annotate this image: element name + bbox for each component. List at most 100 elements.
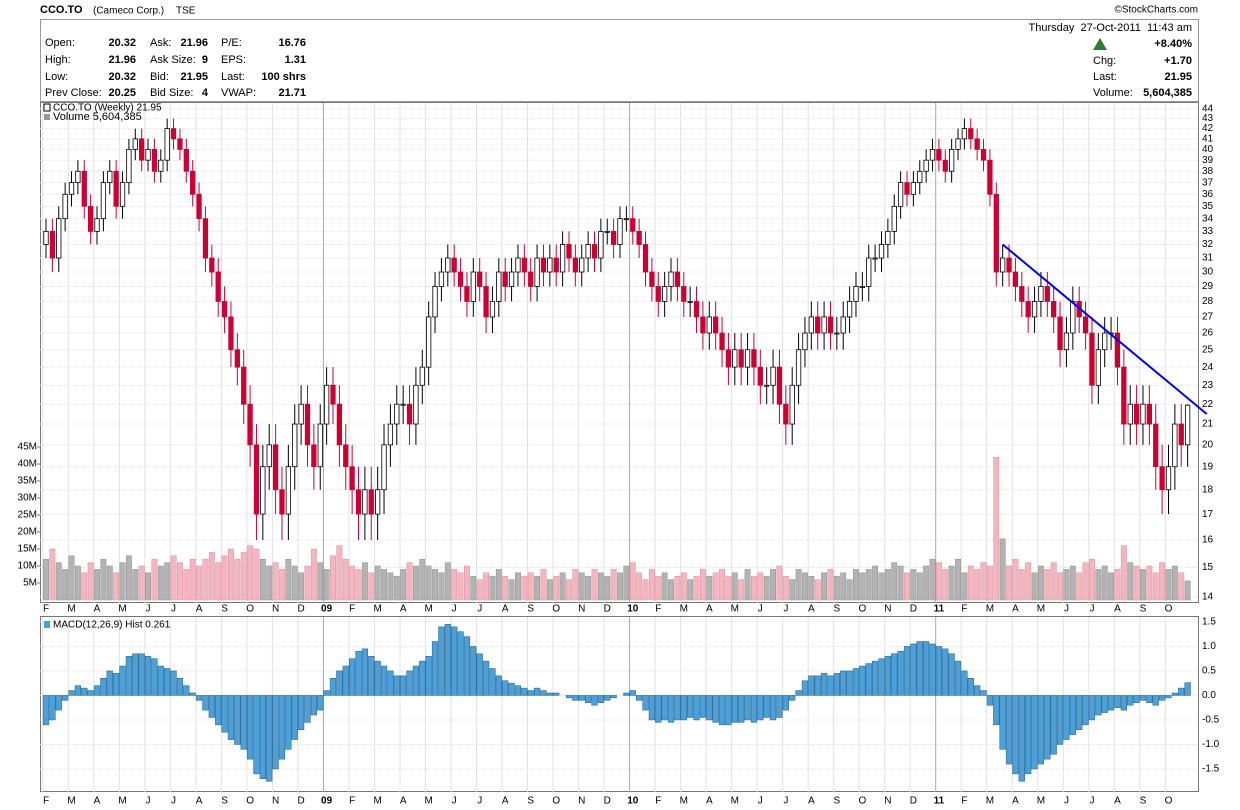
y-tick-label: 17 bbox=[1202, 509, 1214, 520]
volume-bar bbox=[878, 572, 885, 601]
candle-body bbox=[757, 366, 763, 386]
candle-body bbox=[406, 403, 413, 425]
candle-body bbox=[285, 466, 291, 515]
volume-bar bbox=[961, 572, 968, 601]
histogram-bar bbox=[1056, 695, 1064, 745]
quote-value: 21.95 bbox=[180, 71, 208, 83]
candle-body bbox=[400, 403, 406, 406]
volume-bar bbox=[910, 569, 917, 601]
x-tick-label: S bbox=[221, 604, 228, 615]
histogram-bar bbox=[1031, 695, 1038, 770]
candle-body bbox=[617, 218, 623, 245]
legend-icon bbox=[44, 114, 50, 120]
volume-bar bbox=[1120, 545, 1127, 601]
candle-body bbox=[1184, 404, 1191, 446]
x-tick-label: M bbox=[424, 604, 432, 615]
histogram-bar bbox=[189, 692, 196, 696]
volume-bar bbox=[1171, 565, 1178, 601]
histogram-bar bbox=[1005, 695, 1013, 765]
x-tick-label: M bbox=[680, 604, 688, 615]
volume-bar bbox=[196, 565, 202, 601]
volume-tick-label: 10M bbox=[18, 561, 37, 572]
histogram-bar bbox=[68, 690, 75, 696]
volume-bar bbox=[266, 565, 273, 601]
volume-bar bbox=[515, 572, 521, 601]
histogram-bar bbox=[425, 655, 432, 696]
volume-bar bbox=[119, 562, 126, 601]
volume-bar bbox=[706, 575, 713, 601]
candle-body bbox=[655, 286, 661, 302]
candle-body bbox=[572, 257, 578, 273]
histogram-bar bbox=[891, 653, 898, 696]
candle-body bbox=[483, 286, 489, 318]
volume-bar bbox=[553, 575, 560, 601]
candle-body bbox=[126, 148, 132, 184]
candle-body bbox=[534, 257, 540, 287]
volume-bar bbox=[751, 575, 757, 601]
volume-bar bbox=[425, 565, 432, 601]
x-tick-label: A bbox=[1114, 604, 1121, 615]
histogram-bar bbox=[731, 695, 738, 723]
x-tick-label: N bbox=[884, 604, 891, 615]
histogram-bar bbox=[374, 660, 381, 696]
candle-body bbox=[241, 366, 247, 405]
candle-body bbox=[164, 128, 170, 161]
x-tick-label: M bbox=[373, 604, 381, 615]
candle-body bbox=[649, 271, 655, 287]
volume-bar bbox=[495, 569, 502, 601]
quote-value: 21.96 bbox=[180, 37, 208, 49]
histogram-bar bbox=[431, 641, 439, 696]
volume-bar bbox=[827, 569, 834, 601]
candle-body bbox=[1121, 366, 1127, 425]
candle-body bbox=[68, 182, 75, 195]
volume-bar bbox=[648, 569, 655, 601]
volume-bar bbox=[298, 572, 305, 601]
candle-body bbox=[43, 230, 49, 245]
volume-bar bbox=[712, 572, 719, 601]
candle-body bbox=[585, 244, 591, 259]
y-tick-label: 0.0 bbox=[1202, 690, 1216, 701]
candle-body bbox=[1095, 349, 1101, 386]
histogram-bar bbox=[457, 631, 464, 696]
x-tick-label: J bbox=[758, 604, 763, 615]
histogram-bar bbox=[610, 695, 617, 699]
volume-bar bbox=[170, 555, 177, 601]
histogram-bar bbox=[246, 695, 254, 760]
candle-body bbox=[706, 316, 712, 334]
quote-value: 21.95 bbox=[1164, 71, 1192, 83]
volume-bar bbox=[132, 569, 139, 601]
candle-body bbox=[438, 271, 445, 287]
histogram-bar bbox=[272, 695, 279, 770]
candle-body bbox=[419, 366, 425, 386]
x-tick-label: A bbox=[1012, 604, 1019, 615]
histogram-bar bbox=[521, 687, 528, 696]
candle-body bbox=[387, 423, 394, 446]
volume-bar bbox=[597, 572, 604, 601]
candle-body bbox=[834, 332, 840, 335]
histogram-bar bbox=[961, 670, 968, 696]
volume-bar bbox=[534, 575, 541, 601]
candle-body bbox=[521, 257, 527, 273]
quote-label: Chg: bbox=[1093, 55, 1116, 67]
volume-bar bbox=[113, 572, 120, 601]
candle-body bbox=[738, 349, 744, 368]
x-tick-label: J bbox=[758, 796, 763, 807]
candle-body bbox=[955, 138, 961, 150]
histogram-bar bbox=[533, 687, 541, 696]
volume-bar bbox=[336, 545, 343, 601]
histogram-bar bbox=[151, 658, 158, 696]
histogram-bar bbox=[253, 695, 260, 775]
histogram-bar bbox=[285, 695, 292, 750]
histogram-bar bbox=[444, 624, 451, 696]
histogram-bar bbox=[942, 648, 949, 696]
y-tick-label: 34 bbox=[1202, 213, 1214, 224]
y-tick-label: 26 bbox=[1202, 328, 1214, 339]
volume-bar bbox=[731, 572, 738, 601]
volume-bar bbox=[381, 569, 387, 601]
histogram-bar bbox=[81, 687, 88, 696]
volume-bar bbox=[642, 579, 649, 601]
candle-body bbox=[770, 366, 776, 386]
y-tick-label: 31 bbox=[1202, 253, 1214, 264]
histogram-bar bbox=[1025, 695, 1032, 775]
candle-body bbox=[859, 286, 865, 288]
